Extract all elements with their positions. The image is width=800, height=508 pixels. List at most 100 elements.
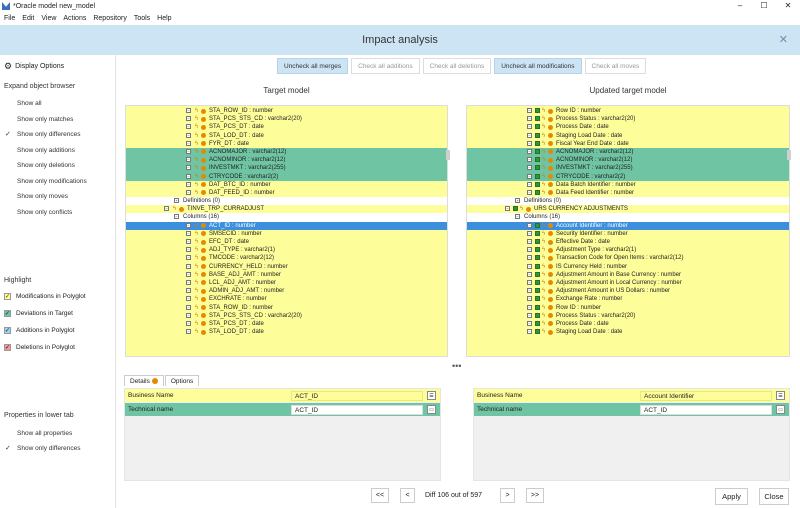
tree-row[interactable]: − ϟ FYR_DT : date [126,140,447,148]
tree-row[interactable]: − ϟ Adjustment Amount in Local Currency : … [467,279,789,287]
minimize-button[interactable]: – [737,1,743,10]
checkbox-icon[interactable] [535,165,540,171]
tree-row[interactable]: − Columns (16) [126,213,447,222]
tree-row[interactable]: − ϟ ACT_ID : number [126,221,447,230]
expand-icon[interactable]: − [527,132,532,138]
expand-icon[interactable]: − [186,288,191,294]
expand-icon[interactable]: − [186,173,191,179]
tree-row[interactable]: − ϟ URS CURRENCY ADJUSTMENTS [467,205,789,213]
toolbar-button[interactable]: Check all deletions [422,58,492,74]
expand-icon[interactable]: − [527,116,532,122]
prev-diff-button[interactable]: < [400,488,415,503]
expand-icon[interactable]: − [527,255,532,261]
checkbox-icon[interactable] [535,108,540,113]
highlight-option[interactable]: ✓ Modifications in Polyglot [4,293,86,300]
checkbox-icon[interactable] [535,230,540,236]
expand-option[interactable]: Show only deletions [17,162,75,169]
tree-row[interactable]: − ϟ Staging Load Date : date [467,328,789,336]
expand-icon[interactable]: − [527,181,532,187]
tree-row[interactable]: − ϟ INVESTMKT : varchar2(255) [126,164,447,173]
expand-icon[interactable]: − [527,312,532,318]
expand-icon[interactable]: − [527,173,532,179]
tab-details[interactable]: Details [124,375,164,386]
property-filter-option[interactable]: Show only differences [17,445,81,452]
checkbox-icon[interactable] [535,320,540,326]
tree-row[interactable]: − ϟ BASE_ADJ_AMT : number [126,271,447,279]
updated-model-tree[interactable]: − ϟ Row ID : number − ϟ Process Status : varc… [466,105,790,357]
expand-icon[interactable]: − [186,189,191,195]
tree-row[interactable]: − ϟ CTRYCODE : varchar2(2) [126,172,447,181]
property-value[interactable]: ACT_ID [291,390,423,401]
checkbox-icon[interactable] [535,132,540,138]
tree-row[interactable]: − ϟ STA_PCS_STS_CD : varchar2(20) [126,312,447,320]
expand-icon[interactable]: + [174,198,179,204]
expand-icon[interactable]: + [515,198,520,204]
tree-row[interactable]: − ϟ SMSECID : number [126,230,447,238]
tree-row[interactable]: − ϟ DAT_BTC_ID : number [126,181,447,189]
tree-row[interactable]: − ϟ ACNOMAJOR : varchar2(12) [467,147,789,157]
expand-icon[interactable]: − [186,304,191,310]
first-diff-button[interactable]: << [371,488,389,503]
next-diff-button[interactable]: > [500,488,515,503]
tree-row[interactable]: − ϟ Exchange Rate : number [467,295,789,303]
expand-icon[interactable]: − [186,239,191,244]
expand-icon[interactable]: − [186,255,191,261]
tree-row[interactable]: − ϟ Data Feed Identifier : number [467,189,789,197]
expand-icon[interactable]: − [186,222,191,228]
checkbox-icon[interactable] [535,304,540,310]
expand-option[interactable]: Show only conflicts [17,208,73,216]
tree-row[interactable]: − ϟ CURRENCY_HELD : number [126,263,447,271]
tree-row[interactable]: − ϟ TINVE_TRP_CURRADJUST [126,205,447,213]
checkbox-icon[interactable] [513,206,518,212]
expand-icon[interactable]: − [527,288,532,294]
tree-row[interactable]: − Columns (16) [467,213,789,222]
expand-icon[interactable]: − [527,247,532,253]
right-tree-scrollbar[interactable] [787,150,791,160]
toolbar-button[interactable]: Uncheck all merges [277,58,349,74]
checkbox-icon[interactable] [535,239,540,244]
expand-icon[interactable]: − [186,279,191,285]
checkbox-icon[interactable]: ✓ [4,310,11,317]
property-value[interactable]: ACT_ID [640,404,772,415]
tree-row[interactable]: − ϟ STA_PCS_DT : date [126,123,447,131]
tree-row[interactable]: − ϟ ADJ_TYPE : varchar2(1) [126,246,447,254]
expand-icon[interactable]: − [186,247,191,253]
splitter-handle[interactable]: ••• [452,361,462,371]
checkbox-icon[interactable] [535,255,540,261]
highlight-option[interactable]: ✓ Additions in Polyglot [4,327,75,334]
tree-row[interactable]: − ϟ Process Date : date [467,123,789,131]
checkbox-icon[interactable] [535,279,540,285]
menu-help[interactable]: Help [157,14,172,22]
close-button[interactable]: Close [759,488,789,505]
expand-icon[interactable]: − [186,312,191,318]
expand-icon[interactable]: − [186,165,191,171]
tree-row[interactable]: − ϟ ACNOMINOR : varchar2(12) [126,156,447,165]
tree-row[interactable]: − ϟ STA_ROW_ID : number [126,107,447,115]
tree-row[interactable]: − ϟ LCL_ADJ_AMT : number [126,279,447,287]
tree-row[interactable]: − ϟ ADMIN_ADJ_AMT : number [126,287,447,295]
tree-row[interactable]: − ϟ DAT_FEED_ID : number [126,189,447,197]
checkbox-icon[interactable] [535,271,540,277]
expand-icon[interactable]: − [527,304,532,310]
checkbox-icon[interactable] [535,124,540,130]
tree-row[interactable]: − ϟ STA_PCS_DT : date [126,320,447,328]
left-tree-scrollbar[interactable] [446,150,450,160]
tree-row[interactable]: − ϟ EFC_DT : date [126,238,447,246]
menu-file[interactable]: File [4,14,16,22]
expand-icon[interactable]: − [505,206,510,212]
expand-icon[interactable]: − [186,296,191,302]
tree-row[interactable]: − ϟ Effective Date : date [467,238,789,246]
tree-row[interactable]: − ϟ EXCHRATE : number [126,295,447,303]
expand-icon[interactable]: − [186,140,191,146]
expand-icon[interactable]: − [527,148,532,154]
expand-icon[interactable]: − [527,140,532,146]
expand-icon[interactable]: − [527,296,532,302]
checkbox-icon[interactable] [535,247,540,253]
expand-icon[interactable]: − [527,157,532,163]
expand-icon[interactable]: − [186,271,191,277]
expand-icon[interactable]: − [527,108,532,113]
tree-row[interactable]: − ϟ Transaction Code for Open Items : varc… [467,254,789,262]
property-filter-option[interactable]: Show all properties [17,430,73,437]
expand-icon[interactable]: − [527,189,532,195]
tree-row[interactable]: − ϟ Adjustment Type : varchar2(1) [467,246,789,254]
